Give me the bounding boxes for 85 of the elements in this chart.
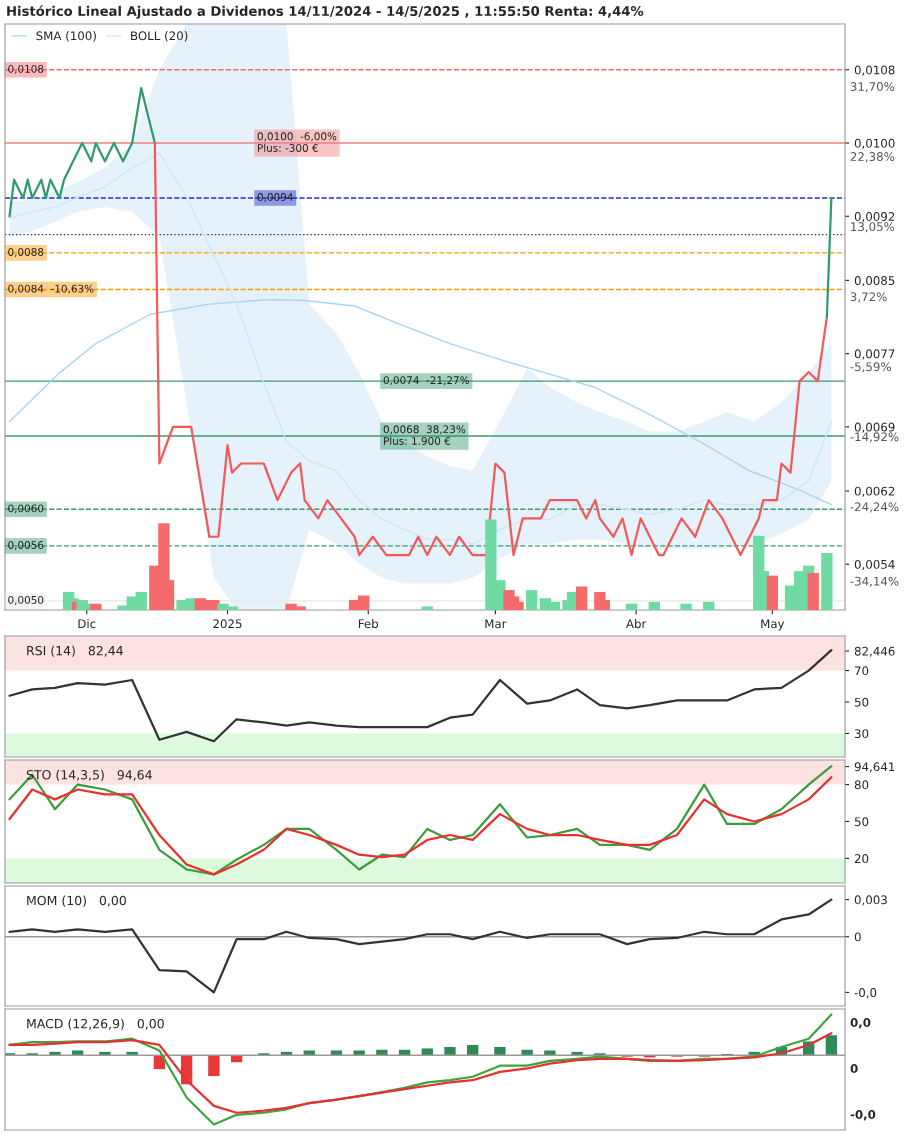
text: RSI (14) 82,44: [27, 645, 123, 657]
bar: [444, 1047, 456, 1056]
y-tick-label: 0,0092: [854, 212, 895, 223]
y-tick-label: 50: [854, 697, 869, 707]
y-tick-label: 70: [855, 666, 869, 676]
bar: [421, 1048, 433, 1056]
bar: [26, 1053, 38, 1056]
x-tick-label: Dic: [78, 619, 96, 629]
legend-label: SMA (100): [36, 31, 96, 42]
bar: [303, 1050, 315, 1056]
y2-tick-label: 3,72%: [850, 292, 887, 303]
x-tick-label: May: [761, 619, 785, 631]
ref-line-label: 0,0084 -10,63%: [8, 284, 94, 294]
bar: [421, 606, 433, 610]
line-series: [8, 298, 833, 506]
legend-label: BOLL (20): [131, 31, 188, 42]
y2-tick-label: 22,38%: [850, 152, 895, 163]
ref-line-label: 0,0074 -21,27%: [383, 376, 469, 386]
x-tick-label: Abr: [626, 619, 647, 629]
text: STO (14,3,5) 94,64: [26, 769, 152, 781]
ref-line-label: 0,0108: [8, 64, 44, 74]
bar: [467, 1044, 479, 1056]
x-tick-label: Mar: [485, 619, 507, 629]
y-tick-label: 50: [854, 817, 869, 827]
y2-tick-label: -34,14%: [850, 576, 899, 587]
bar: [99, 1051, 111, 1056]
ref-line-label: 0,0094: [257, 193, 293, 203]
bar: [330, 1050, 343, 1056]
chart-title: MACD (12,26,9) 0,00: [27, 1018, 164, 1030]
y2-tick-label: 31,70%: [850, 82, 895, 93]
chart-title: Histórico Lineal Ajustado a Dividenos 14/11/2024 - 14/5/2025 , 11:55:50 Renta: 4,44%: [7, 5, 644, 19]
bar: [353, 1050, 365, 1056]
y-tick-label: 0,0085: [854, 276, 895, 287]
ref-line-label: 0,0050: [8, 595, 44, 605]
bar: [544, 1050, 556, 1056]
bar: [571, 1051, 583, 1056]
y-tick-label: 94,641: [854, 762, 895, 773]
bar: [126, 1051, 138, 1056]
bar: [807, 572, 819, 610]
y2-tick-label: -5,59%: [850, 362, 891, 373]
bar: [825, 1035, 838, 1056]
y-tick-label: 0,0062: [854, 486, 895, 497]
y2-tick-label: -14,92%: [850, 432, 899, 443]
y-tick-label: 0: [854, 932, 861, 942]
ref-line-label: 0,0056: [8, 541, 44, 550]
y-tick-label: 0,0100: [854, 138, 895, 149]
bar: [648, 601, 660, 610]
y-tick-label: -0,0: [854, 988, 877, 999]
y-tick-label: 30: [854, 729, 869, 739]
text: 0,0: [850, 1018, 871, 1029]
y-tick-label: 82,446: [854, 646, 895, 657]
y-tick-label: 20: [854, 854, 869, 864]
ref-line-label: 0,0068 38,23% Plus: 1.900 €: [383, 425, 466, 445]
bar: [71, 1050, 84, 1056]
bar: [90, 603, 102, 610]
ref-line-label: 0,0088: [8, 248, 44, 257]
y-tick-label: 80: [854, 780, 869, 790]
x-tick-label: Feb: [358, 619, 379, 629]
bar: [208, 1055, 220, 1077]
bar: [376, 1049, 388, 1056]
y-tick-label: 0,003: [854, 895, 887, 906]
line-series: [153, 141, 828, 557]
bar: [258, 1053, 270, 1056]
x-tick-label: 2025: [213, 619, 242, 629]
bar: [594, 1053, 606, 1056]
line-series: [8, 86, 156, 218]
y2-tick-label: -24,24%: [850, 502, 899, 513]
bar: [494, 1047, 506, 1056]
bar: [821, 553, 833, 610]
bar: [680, 603, 692, 610]
y-tick-label: 0,0054: [854, 559, 895, 571]
y-tick-label: 0,0108: [854, 65, 895, 76]
ref-line-label: 0,0100 -6,00% Plus: -300 €: [257, 132, 337, 152]
text: MOM (10) 0,00: [27, 895, 126, 907]
bar: [766, 575, 779, 610]
y-tick-label: 0,0077: [854, 349, 895, 360]
y2-tick-label: 13,05%: [851, 222, 895, 233]
bar: [625, 603, 638, 610]
bar: [703, 601, 715, 610]
bar: [521, 1049, 533, 1056]
ref-line-label: 0,0060: [8, 504, 44, 514]
bar: [575, 586, 588, 610]
bar: [526, 590, 538, 610]
y-tick-label: 0,0069: [854, 422, 895, 433]
bar: [49, 1051, 61, 1056]
